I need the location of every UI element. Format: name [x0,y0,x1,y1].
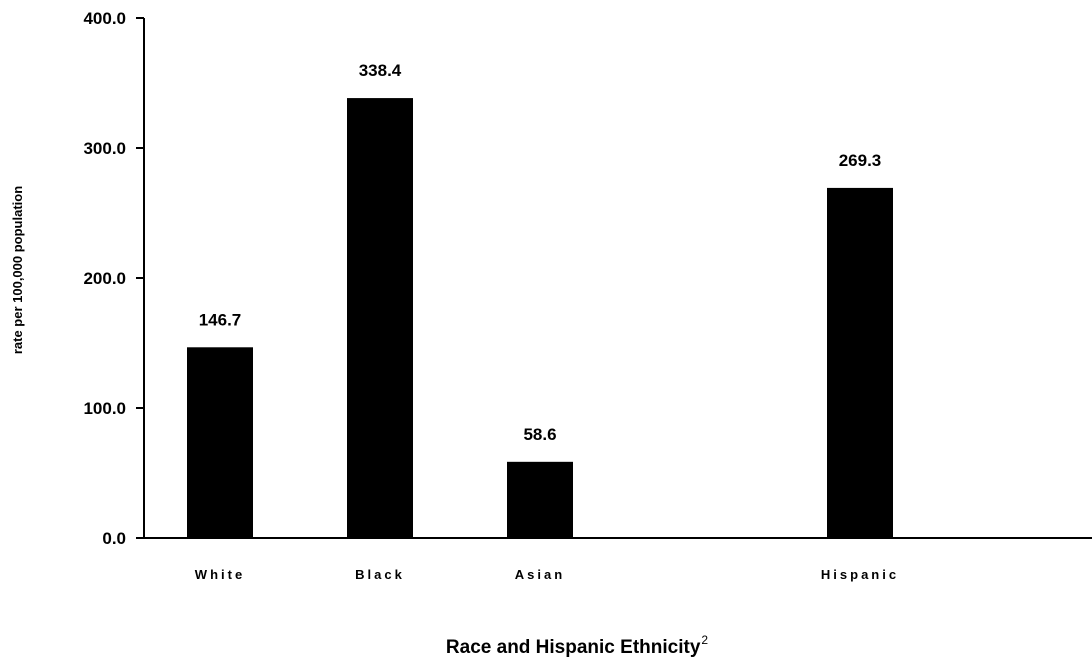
x-tick-label-black: Black [355,567,405,582]
bar-hispanic [827,187,893,538]
x-axis-title-superscript: 2 [701,633,708,647]
bar-white [187,347,253,538]
y-tick-label: 100.0 [83,399,126,418]
y-tick-label: 200.0 [83,269,126,288]
x-tick-label-white: White [195,567,245,582]
data-label-asian: 58.6 [523,425,556,444]
data-label-white: 146.7 [199,310,242,329]
y-axis-title: rate per 100,000 population [10,186,25,354]
bar-black [347,98,413,538]
y-tick-label: 400.0 [83,9,126,28]
bar-asian [507,461,573,538]
x-axis-title: Race and Hispanic Ethnicity2 [446,633,708,658]
x-tick-label-asian: Asian [515,567,565,582]
data-label-hispanic: 269.3 [839,151,882,170]
y-tick-label: 0.0 [102,529,126,548]
x-tick-label-hispanic: Hispanic [821,567,899,582]
x-axis-title-text: Race and Hispanic Ethnicity [446,637,701,658]
bars [187,98,893,538]
data-label-black: 338.4 [359,61,402,80]
y-axis-ticks: 0.0 100.0 200.0 300.0 400.0 [83,9,144,548]
y-tick-label: 300.0 [83,139,126,158]
x-axis-tick-labels: White Black Asian Hispanic [195,567,899,582]
data-labels: 146.7 338.4 58.6 269.3 [199,61,882,444]
